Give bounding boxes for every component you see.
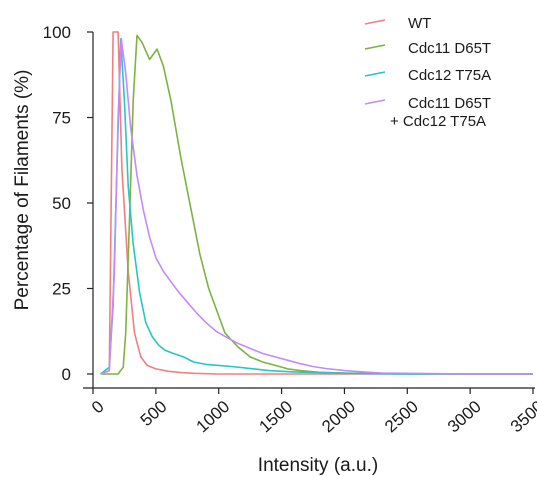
legend-label-3: + Cdc12 T75A	[390, 113, 486, 130]
x-tick-label: 3000	[444, 397, 485, 436]
y-axis-title: Percentage of Filaments (%)	[12, 70, 33, 311]
legend-label-0: WT	[408, 15, 431, 32]
x-tick-label: 500	[137, 397, 171, 430]
x-tick-label: 2500	[381, 397, 422, 436]
x-tick-label: 1500	[255, 397, 296, 436]
axes	[83, 31, 535, 394]
legend-swatch-2	[364, 71, 386, 77]
legend-swatch-0	[364, 19, 386, 25]
x-tick-label: 1000	[193, 397, 234, 436]
x-tick-label: 3500	[507, 397, 537, 436]
legend-label-3: Cdc11 D65T	[408, 95, 491, 112]
x-tick-label: 0	[88, 397, 108, 417]
y-tick-label: 100	[43, 23, 71, 42]
series-layer	[100, 31, 533, 375]
y-tick-label: 50	[52, 194, 71, 213]
y-tick-label: 0	[62, 365, 71, 384]
series-line-1	[100, 34, 533, 375]
legend-label-1: Cdc11 D65T	[408, 40, 491, 57]
legend-swatch-1	[364, 44, 386, 50]
y-tick-label: 25	[52, 280, 71, 299]
series-line-2	[100, 38, 533, 375]
legend-swatch-3	[364, 99, 386, 105]
x-tick-label: 2000	[318, 397, 359, 436]
legend-label-2: Cdc12 T75A	[408, 67, 491, 84]
y-tick-label: 75	[52, 109, 71, 128]
x-axis-title: Intensity (a.u.)	[258, 455, 378, 476]
series-line-3	[100, 38, 533, 375]
